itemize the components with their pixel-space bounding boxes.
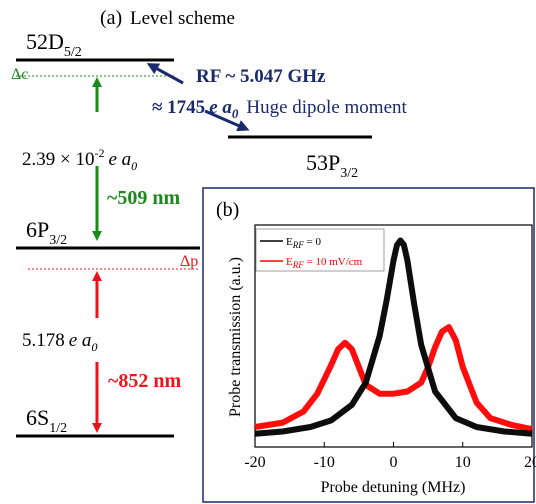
legend-label-erf-0: ERF = 0: [286, 236, 321, 250]
legend: ERF = 0 ERF = 10 mV/cm: [256, 229, 384, 271]
delta-c-label: Δc: [11, 66, 28, 83]
level-52d-label: 52D5/2: [26, 29, 82, 60]
probe-wavelength-label: ~852 nm: [108, 370, 182, 392]
level-6s-label: 6S1/2: [26, 405, 67, 436]
panel-a-label: (a): [100, 7, 122, 29]
x-axis-label: Probe detuning (MHz): [321, 479, 466, 496]
rf-arrow-up: [152, 66, 183, 83]
panel-b-label: (b): [216, 199, 239, 221]
rf-frequency-label: RF ~ 5.047 GHz: [196, 66, 326, 87]
coupling-wavelength-label: ~509 nm: [107, 187, 181, 209]
x-tick-label: 20: [524, 454, 536, 471]
coupling-dipole-label: 2.39 × 10-2 e a0: [22, 146, 137, 173]
delta-p-label: Δp: [180, 253, 198, 270]
level-53p-label: 53P3/2: [306, 150, 358, 181]
x-tick-label: 0: [390, 454, 398, 471]
panel-a-title: Level scheme: [130, 8, 235, 29]
level-6p-label: 6P3/2: [26, 217, 67, 248]
rf-dipole-label: ≈ 1745 e a0 Huge dipole moment: [152, 97, 408, 121]
spectrum-panel: (b) -20 -10 0 10 20 Probe detuning (MHz)…: [203, 188, 536, 502]
probe-dipole-label: 5.178 e a0: [22, 330, 97, 354]
x-tick-label: 10: [455, 454, 471, 471]
x-tick-label: -10: [314, 454, 335, 471]
y-axis-label: Probe transmission (a.u.): [227, 257, 244, 417]
x-tick-label: -20: [244, 454, 265, 471]
